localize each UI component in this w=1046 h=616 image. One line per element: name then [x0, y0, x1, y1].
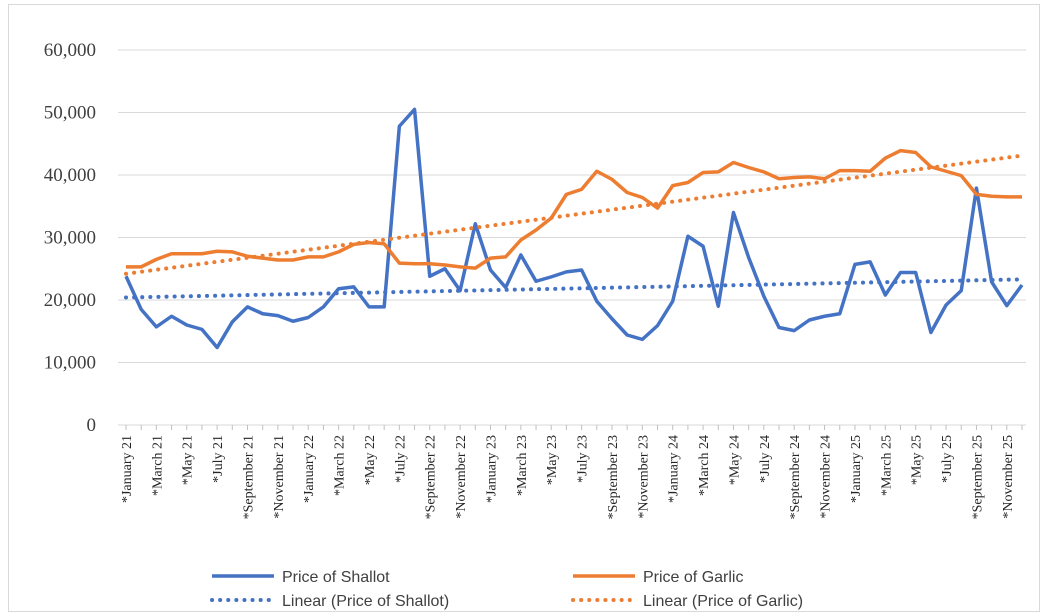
x-tick-label: *September 24 [788, 435, 803, 519]
x-tick-label: *July 23 [576, 435, 591, 483]
x-tick-label: *November 25 [1001, 435, 1016, 519]
y-tick-label: 40,000 [44, 165, 96, 186]
x-axis-ticks: *January 21 *March 21 *May 21 *July 21 *Sept… [120, 425, 1023, 519]
x-tick-label: *January 23 [484, 435, 499, 503]
x-tick-label: *May 23 [545, 435, 560, 485]
series-line-3 [124, 153, 1024, 276]
legend-label: Price of Shallot [282, 569, 390, 586]
x-tick-label: *January 24 [667, 435, 682, 503]
x-tick-label: *March 24 [697, 435, 712, 496]
x-tick-label: *January 25 [849, 435, 864, 503]
legend-label: Linear (Price of Garlic) [643, 593, 803, 610]
y-tick-label: 0 [87, 415, 97, 436]
y-tick-label: 50,000 [44, 103, 96, 124]
x-tick-label: *January 21 [120, 435, 135, 503]
x-tick-label: *July 24 [758, 435, 773, 483]
y-axis-ticks: 0 10,000 20,000 30,000 40,000 50,000 60,000 [44, 40, 96, 436]
series-line-1 [126, 148, 1022, 270]
series-line-2 [124, 277, 1024, 300]
x-tick-label: *January 22 [302, 435, 317, 503]
x-tick-label: *July 21 [211, 435, 226, 483]
x-tick-label: *November 23 [636, 435, 651, 519]
chart-frame [8, 4, 1040, 612]
x-tick-label: *November 21 [272, 435, 287, 519]
y-tick-label: 60,000 [44, 40, 96, 61]
x-tick-label: *September 23 [606, 435, 621, 519]
y-tick-label: 20,000 [44, 290, 96, 311]
legend: Price of Shallot Price of Garlic Linear (P… [210, 569, 803, 610]
x-tick-label: *May 25 [910, 435, 925, 485]
x-tick-label: *July 22 [393, 435, 408, 483]
x-tick-label: *May 21 [181, 435, 196, 485]
x-tick-label: *November 22 [454, 435, 469, 519]
x-tick-label: *March 23 [515, 435, 530, 496]
x-tick-label: *July 25 [940, 435, 955, 483]
x-tick-label: *September 25 [970, 435, 985, 519]
y-tick-label: 30,000 [44, 228, 96, 249]
y-tick-label: 10,000 [44, 353, 96, 374]
x-tick-label: *March 22 [333, 435, 348, 496]
x-tick-label: *March 25 [879, 435, 894, 496]
series-line-0 [124, 107, 1024, 350]
x-tick-label: *March 21 [150, 435, 165, 496]
x-tick-label: *May 24 [727, 435, 742, 485]
legend-label: Linear (Price of Shallot) [282, 593, 449, 610]
x-tick-label: *May 22 [363, 435, 378, 485]
series-lines [124, 107, 1024, 350]
x-tick-label: *September 22 [424, 435, 439, 519]
x-tick-label: *November 24 [819, 435, 834, 519]
gridlines [118, 49, 1026, 426]
x-tick-label: *September 21 [241, 435, 256, 519]
legend-label: Price of Garlic [643, 569, 743, 586]
